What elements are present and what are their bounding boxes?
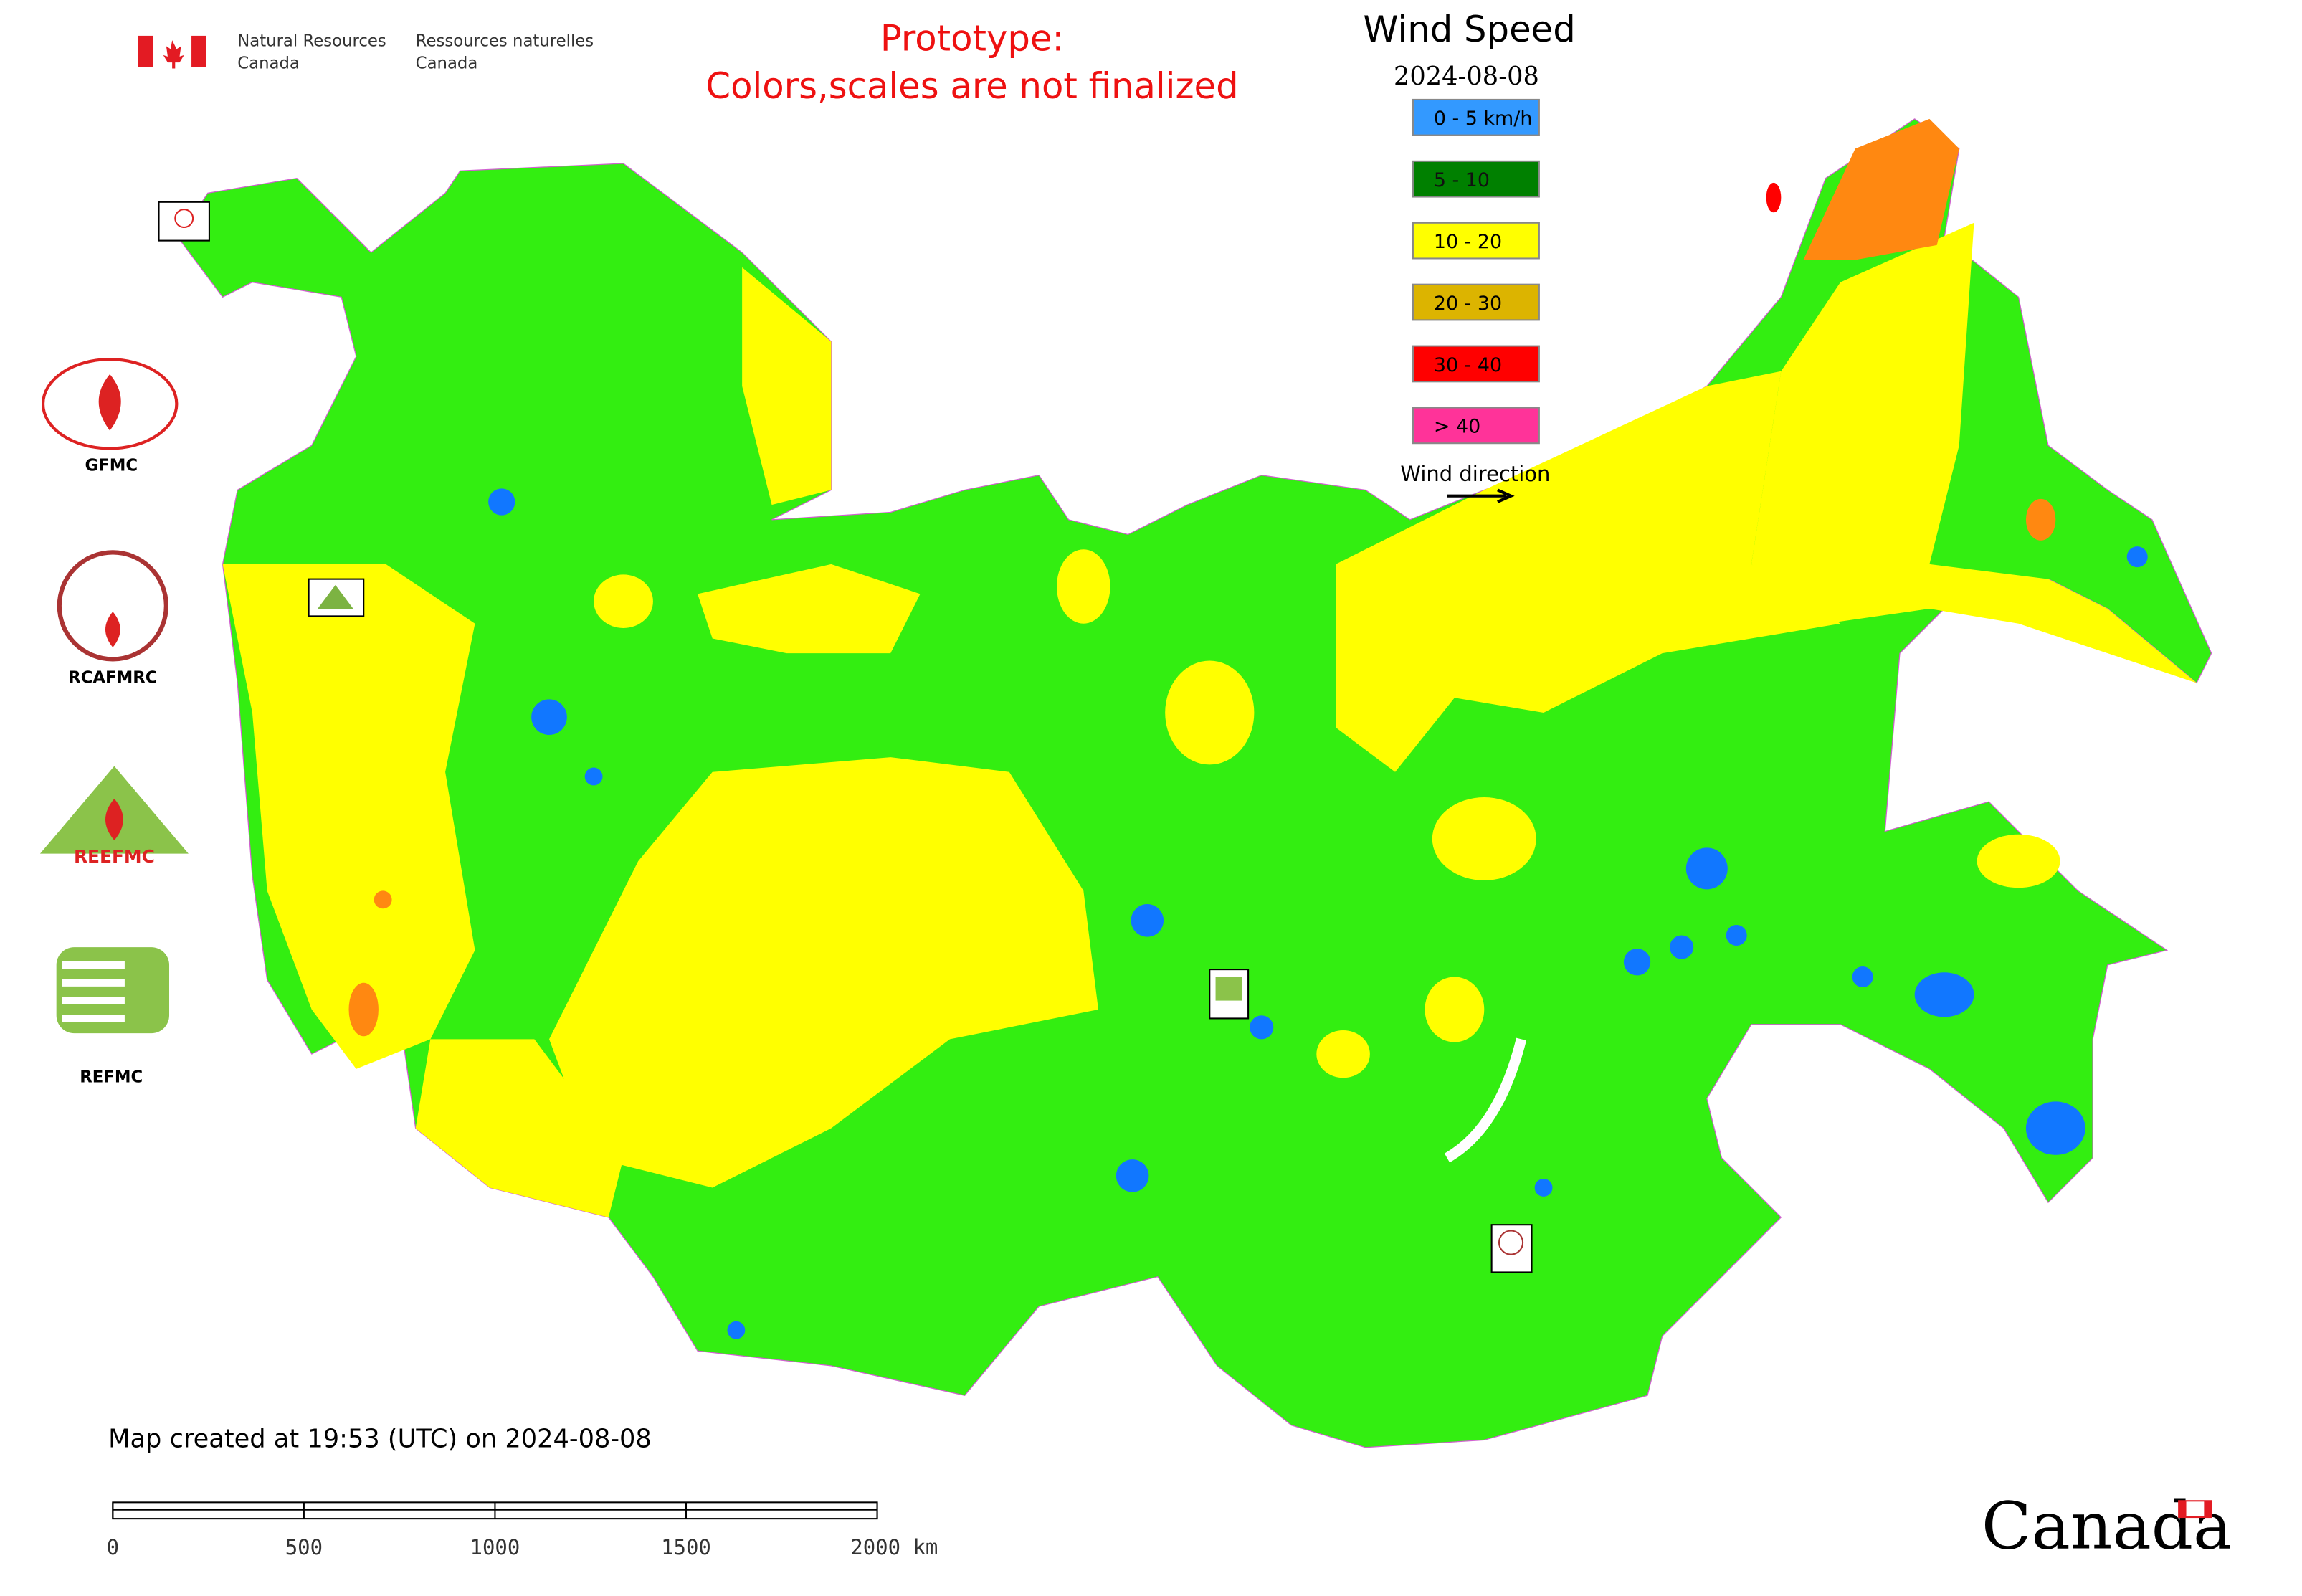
zone	[1751, 222, 2197, 683]
zone	[584, 767, 603, 786]
zone	[727, 1321, 746, 1339]
logos: GFMC RCAFMRC REEFMC REFMC	[39, 358, 189, 1086]
legend-label: 10 - 20	[1434, 231, 1502, 253]
zone	[1336, 371, 1841, 772]
zone	[1425, 977, 1485, 1042]
zone	[2126, 546, 2148, 568]
zone	[1116, 1159, 1149, 1192]
legend-swatch	[1412, 222, 1540, 260]
zone	[1726, 925, 1747, 946]
legend-swatch	[1412, 160, 1540, 198]
zone	[1534, 1179, 1553, 1197]
legend-date: 2024-08-08	[1394, 62, 1539, 91]
scale-label: 500	[285, 1535, 323, 1559]
zone	[1670, 935, 1694, 959]
zone	[1316, 1030, 1370, 1078]
zone	[222, 564, 475, 1069]
legend-title: Wind Speed	[1363, 9, 1575, 50]
flag-bar	[2179, 1501, 2187, 1518]
flag-bar	[138, 35, 153, 67]
marker-icon	[1498, 1230, 1524, 1255]
marker-icon	[174, 209, 194, 229]
zone-20-30	[1803, 118, 1959, 260]
logo-icon	[62, 961, 125, 1022]
zone	[1914, 972, 1974, 1017]
zone	[549, 757, 1099, 1188]
zone	[1977, 834, 2060, 888]
zone	[415, 1039, 624, 1217]
zone	[531, 699, 567, 736]
org-text: Natural Resources	[237, 32, 386, 50]
zone-20-30	[348, 498, 2056, 1037]
map	[158, 118, 2212, 1448]
legend-swatch	[1412, 407, 1540, 445]
logo-rcafmrc	[57, 550, 168, 662]
logo-icon	[105, 612, 120, 647]
legend-swatch	[1412, 283, 1540, 321]
zone	[2025, 1101, 2085, 1155]
legend-label: 20 - 30	[1434, 293, 1502, 315]
zone	[1057, 549, 1110, 624]
legend-swatch	[1412, 345, 1540, 383]
zone	[1165, 660, 1255, 765]
scale-bar: 0 500 1000 1500 2000 km	[107, 1501, 938, 1559]
flag-bar	[191, 35, 206, 67]
zone	[1685, 847, 1728, 890]
legend-label: 30 - 40	[1434, 354, 1502, 376]
org-text: Canada	[237, 54, 300, 72]
wordmark: Canada	[1982, 1488, 2232, 1564]
marker-rcafmrc	[1490, 1224, 1533, 1273]
zone	[2025, 498, 2056, 541]
scale-label: 1500	[661, 1535, 711, 1559]
created-text: Map created at 19:53 (UTC) on 2024-08-08	[108, 1425, 652, 1454]
zone	[1432, 797, 1536, 880]
canada-wordmark: Canada	[1982, 1488, 2232, 1564]
zone	[594, 574, 653, 628]
zone	[698, 564, 921, 654]
marker-icon	[1215, 977, 1242, 1001]
zone	[1852, 966, 1873, 987]
logo-label: REFMC	[80, 1068, 143, 1086]
zone	[374, 890, 392, 909]
wind-direction-label: Wind direction	[1400, 462, 1550, 486]
zone	[1250, 1015, 1274, 1040]
wind-arrow	[1447, 488, 1515, 503]
legend-label: > 40	[1434, 416, 1480, 438]
zone-10-20	[222, 222, 2197, 1217]
nrcan-signature: Natural Resources Canada Ressources natu…	[138, 32, 594, 72]
flag-bar	[2204, 1501, 2212, 1518]
maple-leaf	[163, 40, 184, 69]
logo-label: REEFMC	[74, 846, 155, 867]
legend-label: 5 - 10	[1434, 169, 1490, 191]
legend-swatch	[1412, 98, 1540, 136]
zone	[348, 982, 379, 1037]
marker-icon	[318, 584, 353, 609]
org-text: Ressources naturelles	[416, 32, 594, 50]
notice: Colors,scales are not finalized	[705, 65, 1238, 107]
zone	[1623, 949, 1651, 976]
legend: Wind Speed 2024-08-08 Wind direction 0 -…	[1363, 9, 1576, 503]
org-text: Canada	[416, 54, 478, 72]
zone	[1131, 904, 1164, 937]
logo-icon	[98, 374, 121, 431]
logo-label: RCAFMRC	[68, 669, 157, 688]
logo-gfmc	[41, 358, 179, 450]
legend-label: 0 - 5 km/h	[1434, 108, 1533, 130]
lake-baikal	[1444, 1037, 1527, 1163]
logo-icon	[105, 799, 123, 841]
scale-label: 2000 km	[850, 1535, 938, 1559]
zone	[488, 488, 515, 516]
marker-gfmc	[158, 201, 210, 242]
logo-label: GFMC	[85, 457, 138, 475]
zone-0-5	[488, 488, 2148, 1339]
notice: Prototype:	[880, 18, 1064, 60]
zone	[742, 267, 832, 505]
zone-30-40	[1766, 182, 1782, 213]
scale-label: 0	[107, 1535, 119, 1559]
scale-label: 1000	[470, 1535, 520, 1559]
